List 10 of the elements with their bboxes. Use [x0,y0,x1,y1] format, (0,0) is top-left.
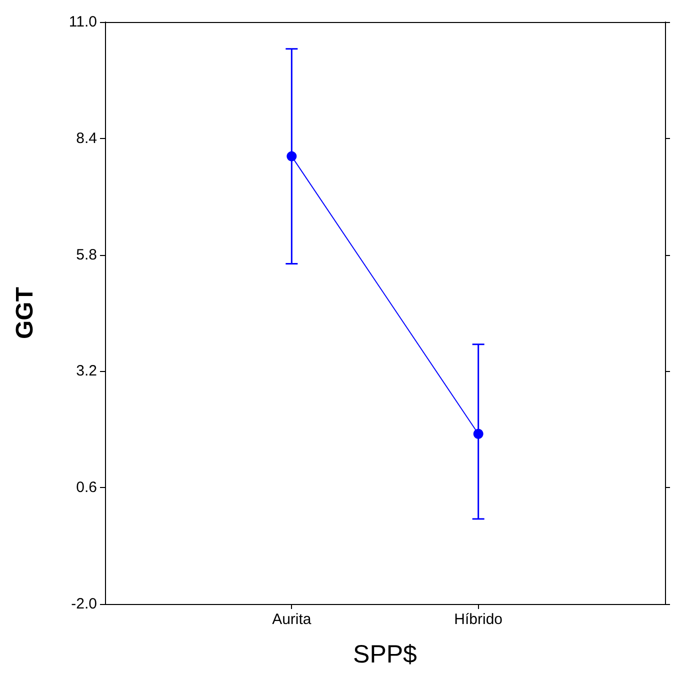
y-axis-title: GGT [12,286,38,339]
x-axis-title: SPP$ [353,640,418,668]
y-tick-label: 5.8 [76,246,97,264]
y-tick-label: -2.0 [71,596,97,612]
y-tick-label: 11.0 [68,14,97,30]
y-tick-label: 8.4 [76,130,97,147]
y-tick-label: 0.6 [76,479,97,496]
x-tick-label: Híbrido [454,611,503,628]
y-tick-label: 3.2 [76,362,97,380]
x-tick-label: Aurita [272,611,312,628]
